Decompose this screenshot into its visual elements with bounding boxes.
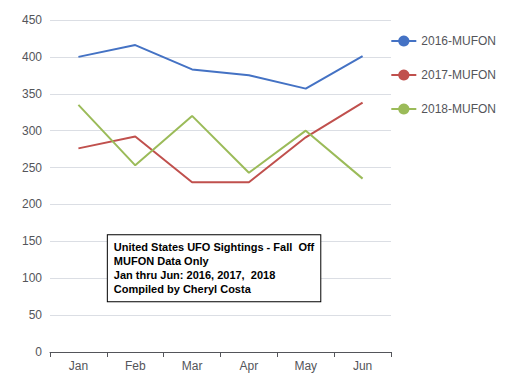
svg-text:Jan: Jan: [69, 359, 88, 373]
svg-text:2018-MUFON: 2018-MUFON: [421, 102, 496, 116]
svg-text:2016-MUFON: 2016-MUFON: [421, 34, 496, 48]
svg-text:450: 450: [22, 13, 42, 27]
svg-text:Apr: Apr: [240, 359, 259, 373]
svg-text:Jan thru Jun: 2016, 2017, 201: Jan thru Jun: 2016, 2017, 2018: [114, 269, 275, 281]
svg-text:50: 50: [29, 308, 43, 322]
svg-text:300: 300: [22, 124, 42, 138]
svg-text:2017-MUFON: 2017-MUFON: [421, 68, 496, 82]
svg-text:400: 400: [22, 50, 42, 64]
svg-text:Mar: Mar: [182, 359, 203, 373]
svg-text:Jun: Jun: [353, 359, 372, 373]
svg-text:Compiled by Cheryl Costa: Compiled by Cheryl Costa: [114, 283, 252, 295]
svg-text:0: 0: [35, 345, 42, 359]
svg-text:200: 200: [22, 197, 42, 211]
svg-text:350: 350: [22, 87, 42, 101]
svg-text:250: 250: [22, 161, 42, 175]
svg-text:Feb: Feb: [125, 359, 146, 373]
svg-text:United States UFO Sightings -: United States UFO Sightings - Fall Off: [114, 241, 315, 253]
svg-text:100: 100: [22, 271, 42, 285]
svg-text:May: May: [294, 359, 317, 373]
svg-text:150: 150: [22, 234, 42, 248]
svg-text:MUFON Data Only: MUFON Data Only: [114, 255, 210, 267]
